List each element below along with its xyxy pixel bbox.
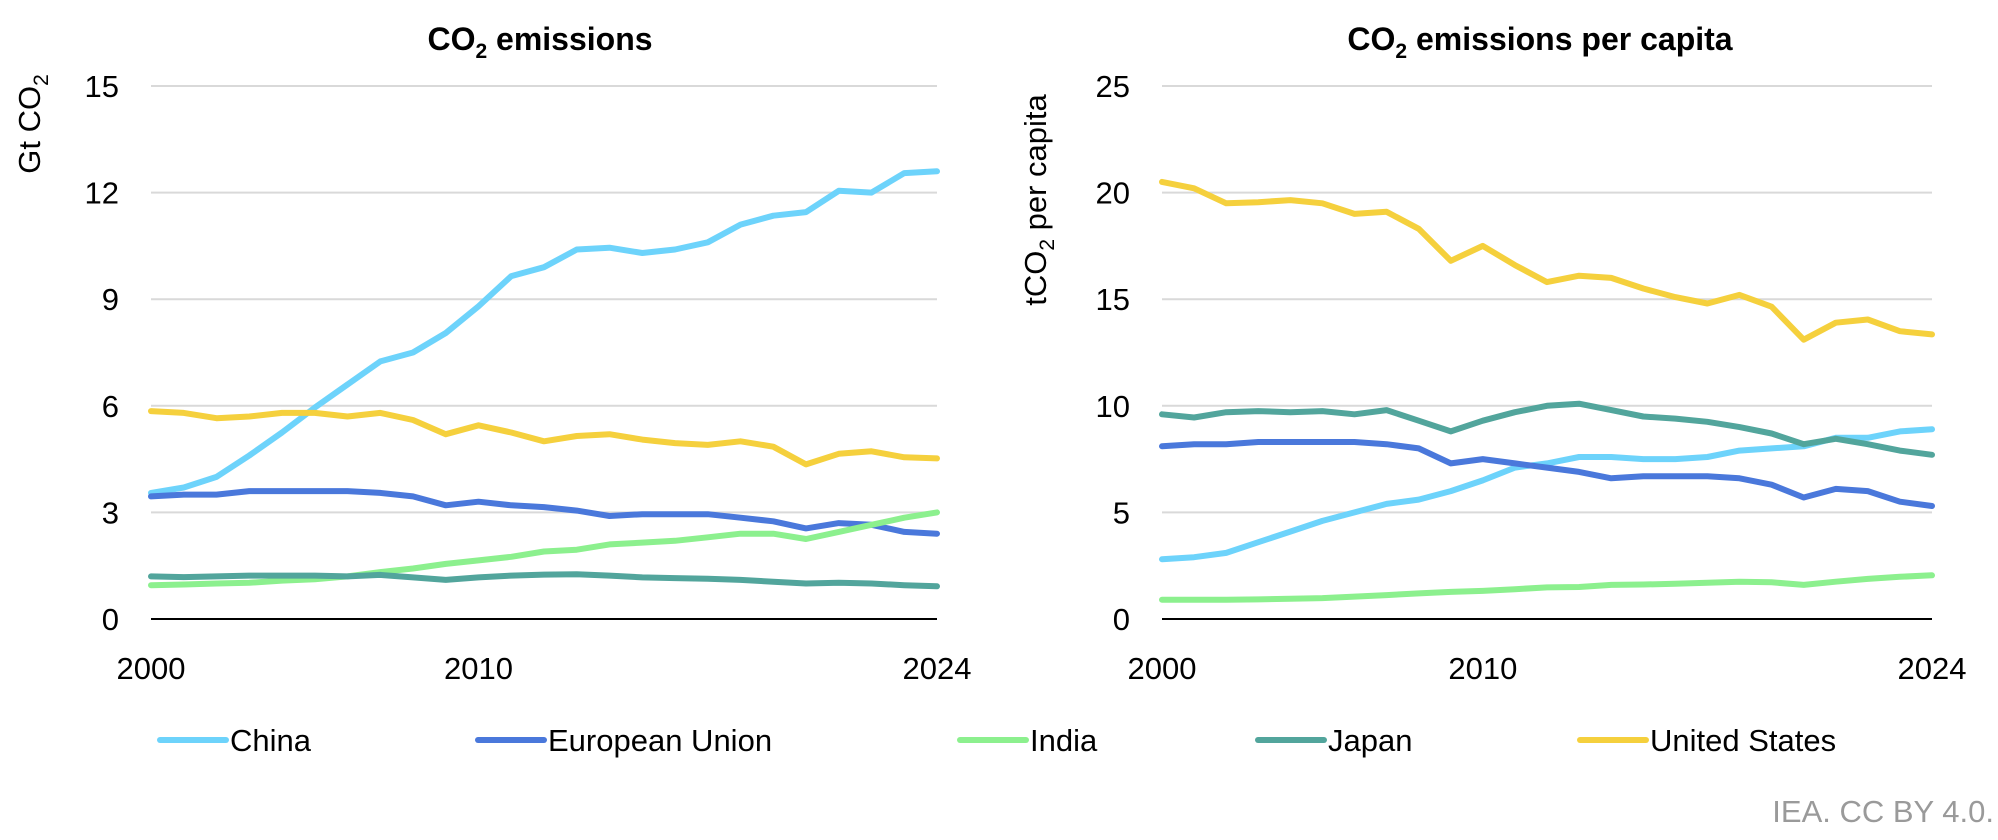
chart-co2-emissions-per-capita: CO2 emissions per capita 0 5 10 15 20 25 2000… <box>1018 21 1966 686</box>
series-line-india <box>1159 572 1935 603</box>
chart-title: CO2 emissions per capita <box>1347 21 1732 63</box>
x-tick-label: 2024 <box>903 651 972 686</box>
series-line-united-states <box>148 408 940 468</box>
credit-text: IEA. CC BY 4.0. <box>1772 794 1994 829</box>
y-tick-label: 3 <box>102 495 119 530</box>
y-axis-label: Gt CO2 <box>12 74 53 174</box>
legend-item-european-union: European Union <box>475 723 772 758</box>
y-tick-label: 10 <box>1096 389 1130 424</box>
y-tick-label: 15 <box>1096 282 1130 317</box>
y-tick-label: 0 <box>1113 602 1130 637</box>
x-tick-label: 2010 <box>444 651 513 686</box>
y-tick-label: 5 <box>1113 495 1130 530</box>
legend-label: China <box>230 723 312 758</box>
y-tick-label: 9 <box>102 282 119 317</box>
y-tick-label: 20 <box>1096 176 1130 211</box>
chart-co2-emissions: CO2 emissions 0 3 6 9 12 15 2000 2010 2024 Gt C… <box>12 21 971 686</box>
y-tick-label: 25 <box>1096 69 1130 104</box>
series-line-united-states <box>1159 178 1935 343</box>
x-tick-label: 2000 <box>1128 651 1197 686</box>
series-line-india <box>148 509 940 589</box>
legend-label: Japan <box>1328 723 1412 758</box>
legend: China European Union India Japan United Stat… <box>157 723 1836 758</box>
y-tick-label: 15 <box>85 69 119 104</box>
y-tick-label: 6 <box>102 389 119 424</box>
x-tick-label: 2024 <box>1898 651 1967 686</box>
legend-label: United States <box>1650 723 1836 758</box>
series-line-china <box>148 168 940 496</box>
series-line-japan <box>1159 400 1935 458</box>
y-axis-label: tCO2 per capita <box>1018 93 1059 305</box>
y-tick-label: 12 <box>85 176 119 211</box>
legend-item-united-states: United States <box>1577 723 1836 758</box>
chart-title: CO2 emissions <box>427 21 652 63</box>
legend-item-china: China <box>157 723 312 758</box>
series-line-european-union <box>1159 439 1935 509</box>
legend-label: European Union <box>548 723 772 758</box>
legend-label: India <box>1030 723 1098 758</box>
x-tick-label: 2000 <box>117 651 186 686</box>
y-tick-label: 0 <box>102 602 119 637</box>
x-tick-label: 2010 <box>1448 651 1517 686</box>
legend-item-india: India <box>957 723 1098 758</box>
legend-item-japan: Japan <box>1255 723 1412 758</box>
series-line-european-union <box>148 488 940 537</box>
series-line-japan <box>148 571 940 590</box>
